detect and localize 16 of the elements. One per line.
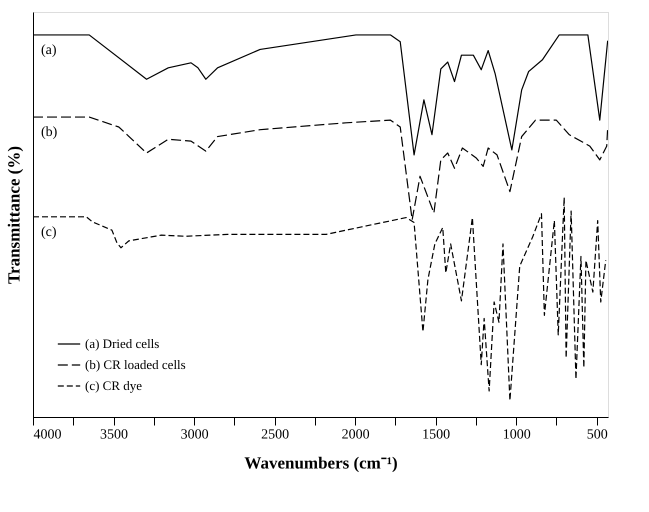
annotation: (c) xyxy=(41,224,57,240)
x-tick-label: 4000 xyxy=(34,428,62,442)
annotation: (b) xyxy=(41,125,58,140)
x-axis-title: Wavenumbers (cm⁻¹) xyxy=(244,454,398,472)
x-tick-label: 2500 xyxy=(261,428,290,442)
annotation: (a) xyxy=(41,42,57,58)
x-tick-label: 3500 xyxy=(100,428,128,442)
legend-label: (a) Dried cells xyxy=(85,336,160,351)
x-tick-label: 1000 xyxy=(502,428,531,442)
x-tick-label: 500 xyxy=(586,428,608,442)
y-axis-title: Transmittance (%) xyxy=(4,146,24,284)
legend-label: (c) CR dye xyxy=(85,378,142,393)
x-tick-label: 2000 xyxy=(342,428,370,442)
legend-label: (b) CR loaded cells xyxy=(85,357,186,372)
x-tick-label: 1500 xyxy=(422,428,450,442)
x-tick-label: 3000 xyxy=(180,428,209,442)
